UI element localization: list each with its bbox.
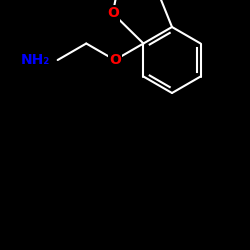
- Text: O: O: [109, 53, 121, 67]
- Text: O: O: [107, 6, 119, 20]
- Text: NH₂: NH₂: [20, 53, 50, 67]
